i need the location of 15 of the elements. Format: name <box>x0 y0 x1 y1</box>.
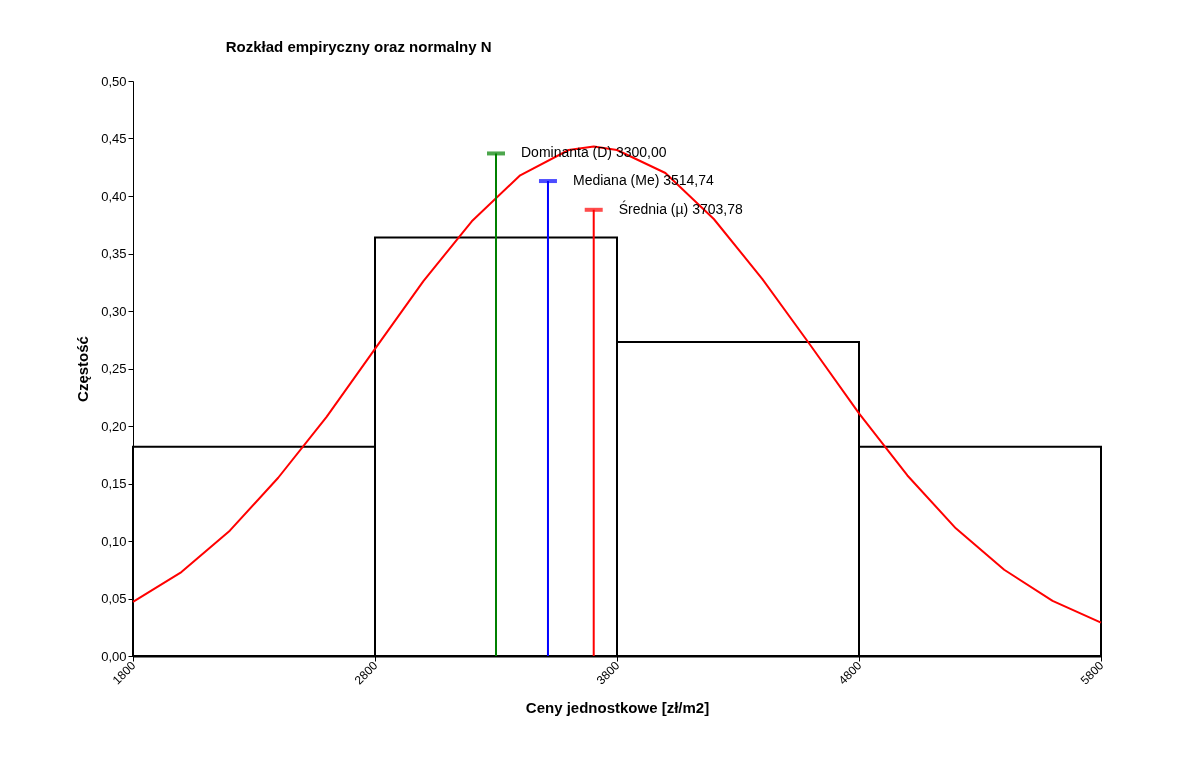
y-tick-label: 0,35 <box>101 246 127 261</box>
chart-title: Rozkład empiryczny oraz normalny N <box>225 38 492 55</box>
y-tick-label: 0,50 <box>101 73 127 89</box>
y-tick-label: 0,25 <box>101 361 127 376</box>
line-series <box>132 145 1102 624</box>
x-axis-title: Ceny jednostkowe [zł/m2] <box>525 698 710 716</box>
y-tick-label: 0,15 <box>101 476 127 491</box>
y-tick-label: 0,00 <box>101 648 127 664</box>
y-tick-label: 0,40 <box>101 188 127 204</box>
y-tick-label: 0,20 <box>101 418 127 434</box>
y-tick-label: 0,10 <box>101 533 127 549</box>
y-tick-label: 0,45 <box>101 131 127 146</box>
y-axis-title: Częstość <box>74 336 92 402</box>
y-tick-label: 0,30 <box>101 303 127 319</box>
y-tick-label: 0,05 <box>101 591 127 606</box>
